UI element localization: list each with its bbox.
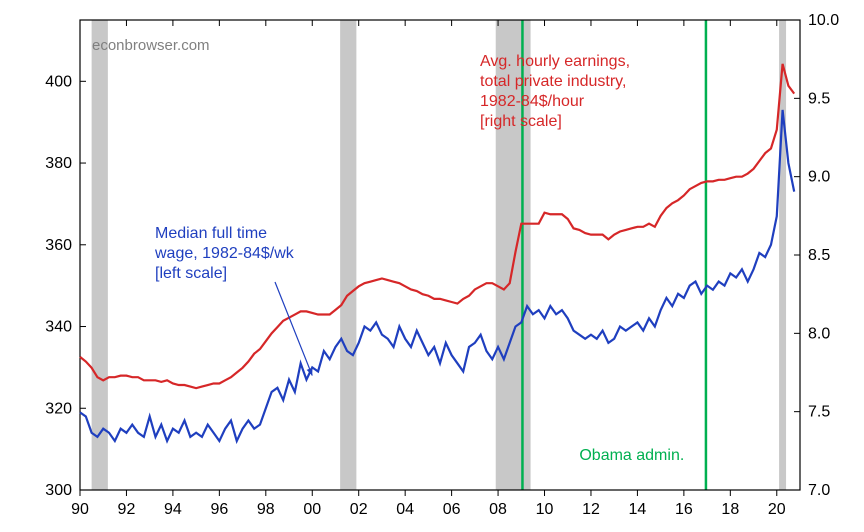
y-right-label: 8.0 [808,325,830,342]
y-left-label: 320 [45,400,72,417]
x-tick-label: 94 [164,501,182,518]
y-left-label: 380 [45,155,72,172]
y-right-label: 10.0 [808,12,839,29]
chart-container: 90 92 94 96 98 00 02 04 06 08 10 12 14 16 18 20 300 320 34… [0,0,864,532]
earnings-annotation: Avg. hourly earnings, [480,53,630,70]
earnings-annotation: 1982-84$/hour [480,93,585,110]
median-annotation: Median full time [155,225,267,242]
x-tick-label: 02 [350,501,368,518]
y-left-label: 360 [45,237,72,254]
x-tick-label: 14 [629,501,647,518]
recession-band [340,20,356,490]
chart-svg: 90 92 94 96 98 00 02 04 06 08 10 12 14 16 18 20 300 320 34… [0,0,864,532]
earnings-annotation: [right scale] [480,113,562,130]
x-tick-label: 06 [443,501,461,518]
x-tick-label: 00 [303,501,321,518]
recession-band [496,20,531,490]
earnings-annotation: total private industry, [480,73,626,90]
x-tick-label: 08 [489,501,507,518]
x-tick-label: 92 [118,501,136,518]
recession-band [92,20,108,490]
y-right-label: 9.0 [808,169,830,186]
x-tick-label: 96 [210,501,228,518]
x-tick-label: 20 [768,501,786,518]
x-tick-label: 90 [71,501,89,518]
x-tick-label: 16 [675,501,693,518]
y-right-label: 7.0 [808,482,830,499]
x-tick-label: 98 [257,501,275,518]
median-arrow [275,282,312,376]
y-left-label: 340 [45,319,72,336]
x-tick-label: 18 [721,501,739,518]
y-left-label: 300 [45,482,72,499]
source-label: econbrowser.com [92,37,210,54]
median-annotation: [left scale] [155,265,227,282]
x-tick-label: 04 [396,501,414,518]
x-tick-label: 10 [536,501,554,518]
y-right-label: 9.5 [808,90,830,107]
y-left-label: 400 [45,73,72,90]
x-tick-label: 12 [582,501,600,518]
y-right-label: 7.5 [808,404,830,421]
obama-label: Obama admin. [579,447,684,464]
y-right-label: 8.5 [808,247,830,264]
median-annotation: wage, 1982-84$/wk [154,245,295,262]
